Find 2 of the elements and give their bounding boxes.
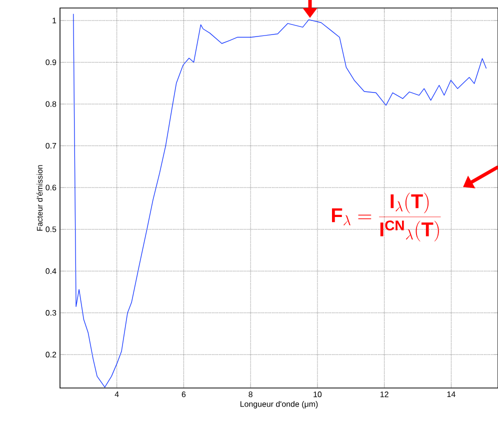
- line-series: [73, 13, 487, 388]
- annotation: $\mathbf{F_{\lambda}=\frac{I_{\lambda}(T)}{I^{CN}{}_{\lambda}(T)}}$: [332, 192, 441, 242]
